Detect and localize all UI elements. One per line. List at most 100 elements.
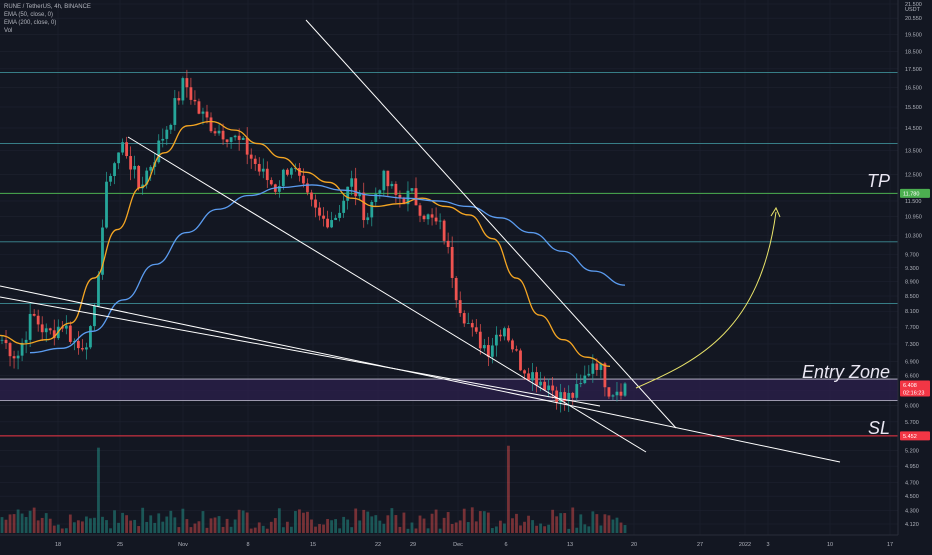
volume-bar — [579, 514, 583, 533]
volume-bar — [462, 508, 466, 533]
candle-body — [350, 178, 354, 187]
ema-lines — [0, 120, 626, 367]
price-tick-label: 15.500 — [905, 105, 922, 111]
volume-bar — [85, 516, 88, 533]
candle-body — [141, 184, 145, 189]
candle-body — [257, 163, 261, 172]
volume-bar — [40, 517, 44, 533]
candle-body — [607, 387, 611, 397]
candle-body — [161, 138, 165, 141]
volume-bar — [486, 512, 490, 533]
candle-body — [28, 313, 32, 340]
symbol-line[interactable]: RUNE / TetherUS, 4h, BINANCE — [4, 4, 91, 10]
volume-bar — [193, 523, 197, 533]
candle-body — [511, 340, 514, 350]
volume-bar — [503, 523, 506, 533]
volume-bar — [181, 508, 185, 533]
candle-body — [8, 343, 12, 357]
volume-bar — [302, 512, 305, 533]
candle-body — [64, 325, 68, 329]
indicator-ema50[interactable]: EMA (50, close, 0) — [4, 12, 54, 18]
candle-body — [619, 391, 623, 396]
volume-bar — [507, 445, 510, 533]
time-tick-label: 6 — [504, 542, 507, 548]
candle-body — [294, 168, 297, 169]
candle-body — [583, 375, 587, 384]
candle-body — [382, 170, 386, 191]
volume-bar — [245, 512, 249, 533]
ema50-line — [0, 120, 611, 367]
candle-body — [44, 328, 48, 333]
volume-bar — [434, 509, 438, 533]
candle-body — [450, 246, 454, 278]
volume-bar — [482, 511, 486, 533]
candle-body — [603, 363, 607, 388]
volume-bar — [543, 526, 547, 533]
volume-bar — [121, 512, 124, 533]
candle-body — [201, 111, 205, 114]
volume-bar — [289, 526, 293, 533]
candle-body — [93, 305, 96, 327]
volume-bars — [0, 445, 627, 533]
candle-body — [68, 325, 72, 342]
volume-bar — [559, 513, 563, 533]
indicator-volume[interactable]: Vol — [4, 28, 13, 34]
candle-body — [615, 391, 619, 396]
price-tick-label: 10.300 — [905, 234, 922, 240]
price-tick-label: 16.500 — [905, 85, 922, 91]
volume-bar — [519, 525, 522, 533]
candle-body — [221, 130, 225, 140]
volume-bar — [197, 521, 201, 533]
price-tick-label: 10.950 — [905, 214, 922, 220]
candle-body — [414, 188, 418, 206]
candle-body — [507, 328, 510, 341]
candle-body — [503, 328, 506, 337]
currency-label: USDT — [905, 7, 921, 13]
candle-body — [105, 181, 108, 228]
volume-bar — [310, 519, 313, 533]
price-tick-label: 13.500 — [905, 148, 922, 154]
volume-bar — [438, 528, 442, 533]
candle-body — [330, 220, 333, 228]
volume-bar — [599, 525, 603, 533]
candle-body — [48, 328, 52, 331]
volume-bar — [68, 514, 72, 533]
volume-bar — [531, 520, 534, 533]
volume-bar — [426, 528, 430, 533]
candle-body — [430, 214, 434, 218]
volume-bar — [607, 515, 611, 533]
price-tick-label: 6.600 — [905, 374, 919, 380]
sl-tag-text: 5.452 — [903, 434, 917, 440]
candle-body — [113, 163, 116, 177]
volume-bar — [20, 513, 24, 533]
current-price-tag-text: 6.408 — [903, 383, 917, 389]
volume-bar — [249, 528, 253, 533]
volume-bar — [314, 526, 317, 533]
candle-body — [458, 300, 462, 314]
candle-body — [515, 349, 518, 351]
volume-bar — [117, 522, 120, 533]
volume-bar — [370, 516, 374, 533]
price-tick-label: 6.900 — [905, 360, 919, 366]
price-tick-label: 4.950 — [905, 464, 919, 470]
candle-body — [398, 194, 402, 199]
candle-body — [181, 78, 185, 101]
candle-body — [253, 158, 257, 164]
price-tick-label: 4.500 — [905, 494, 919, 500]
candle-body — [0, 339, 4, 341]
volume-bar — [539, 523, 542, 533]
candle-body — [237, 135, 241, 140]
price-tick-label: 20.550 — [905, 16, 922, 22]
time-tick-label: Nov — [178, 542, 188, 548]
candle-body — [213, 131, 217, 134]
indicator-ema200[interactable]: EMA (200, close, 0) — [4, 20, 57, 26]
volume-bar — [615, 517, 619, 533]
volume-bar — [161, 521, 165, 533]
volume-bar — [28, 510, 32, 533]
volume-bar — [454, 522, 458, 533]
candle-body — [80, 348, 84, 350]
candle-body — [571, 392, 575, 398]
candle-body — [366, 217, 370, 221]
